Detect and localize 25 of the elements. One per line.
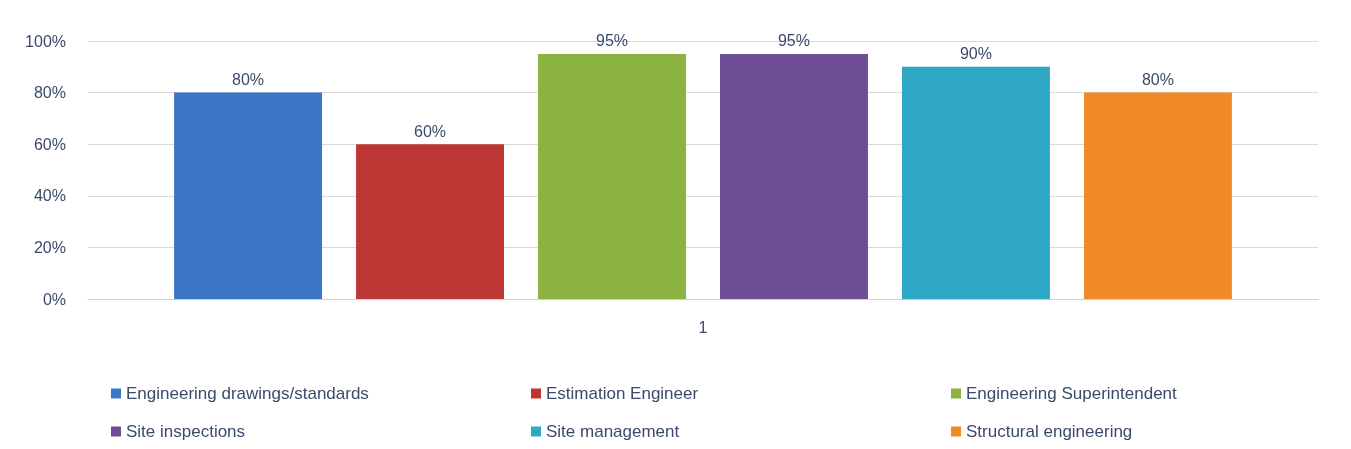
legend-label: Engineering Superintendent xyxy=(966,384,1178,403)
legend-label: Site inspections xyxy=(126,422,246,441)
y-tick-label: 100% xyxy=(25,32,66,50)
data-label: 95% xyxy=(596,32,629,50)
legend-label: Structural engineering xyxy=(966,422,1133,441)
x-tick-label: 1 xyxy=(698,318,708,336)
data-label: 90% xyxy=(959,45,992,63)
data-label: 80% xyxy=(1141,71,1174,89)
legend-label: Estimation Engineer xyxy=(546,384,699,403)
data-label: 60% xyxy=(414,122,447,140)
y-tick-label: 40% xyxy=(33,187,66,205)
legend-label: Site management xyxy=(546,422,680,441)
bar xyxy=(901,66,1050,299)
bar xyxy=(538,53,686,299)
bar xyxy=(174,92,323,299)
data-label: 95% xyxy=(777,32,810,50)
y-tick-label: 0% xyxy=(42,290,66,308)
bar xyxy=(1083,92,1232,299)
y-tick-label: 20% xyxy=(33,238,66,256)
bar xyxy=(356,144,505,299)
data-label: 80% xyxy=(232,71,265,89)
legend-label: Engineering drawings/standards xyxy=(126,384,369,403)
y-tick-label: 80% xyxy=(33,84,66,102)
bar xyxy=(720,53,868,299)
y-tick-label: 60% xyxy=(33,135,66,153)
